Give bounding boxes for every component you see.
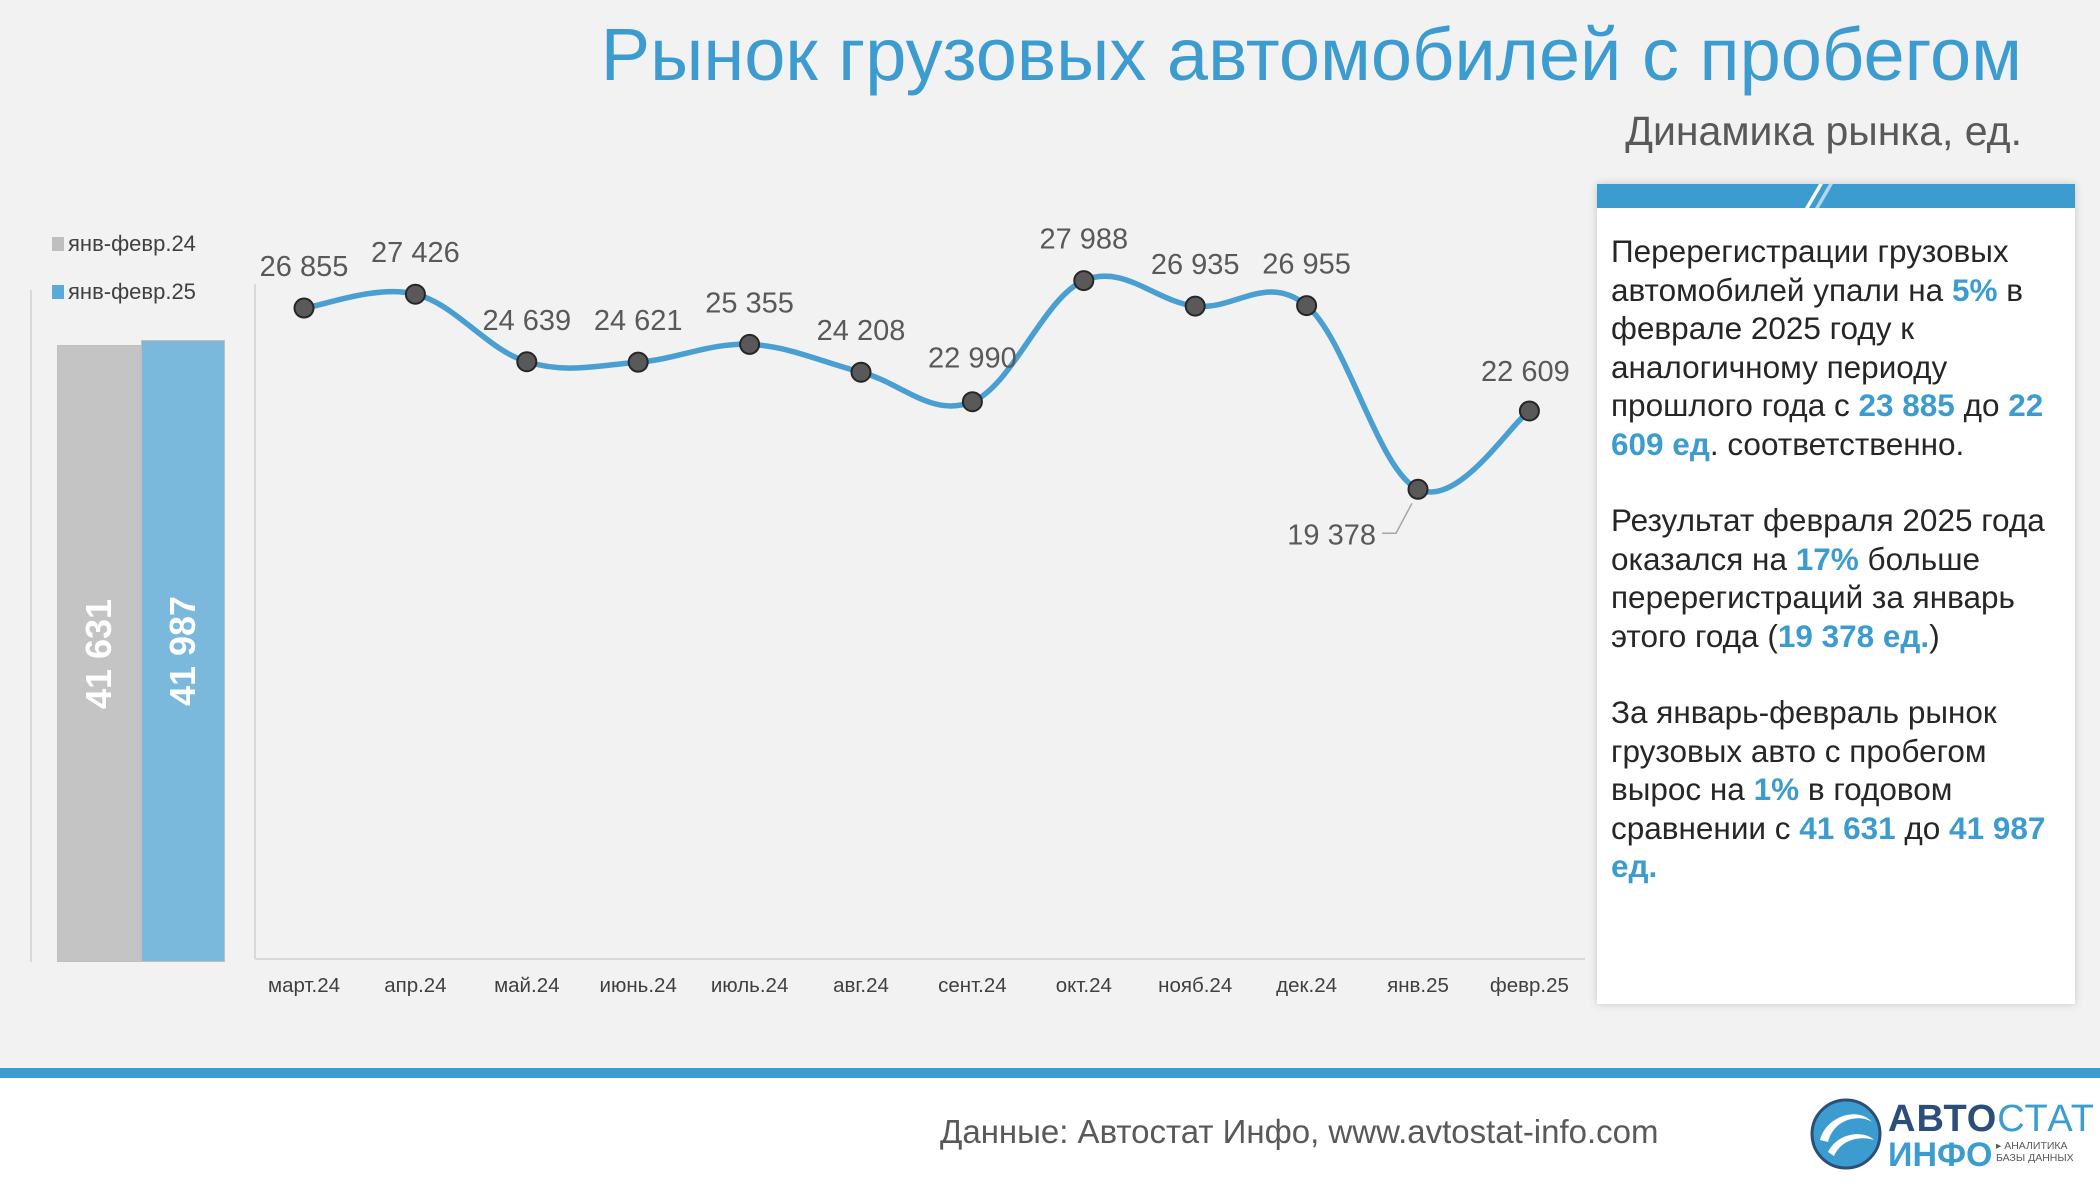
bar-chart: 41 631 41 987: [30, 290, 242, 962]
legend-item-2024: янв-февр.24: [52, 220, 196, 268]
commentary-header-band: [1597, 184, 2075, 208]
page-subtitle: Динамика рынка, ед.: [1625, 108, 2022, 154]
x-tick-label: окт.24: [1056, 974, 1112, 997]
source-note: Данные: Автостат Инфо, www.avtostat-info…: [940, 1113, 1659, 1150]
x-tick-label: сент.24: [938, 974, 1007, 997]
highlight-value: 41 631: [1799, 809, 1896, 846]
x-tick-label: нояб.24: [1158, 974, 1232, 997]
commentary-box: Перерегистрации грузовых автомобилей упа…: [1597, 184, 2075, 1004]
data-label: 27 426: [371, 237, 460, 269]
commentary-paragraph-1: Перерегистрации грузовых автомобилей упа…: [1611, 232, 2071, 463]
logo-text-light: СТАТ: [1997, 1098, 2095, 1140]
data-label: 24 621: [594, 305, 683, 337]
highlight-value: 17%: [1795, 540, 1859, 577]
data-point: [516, 351, 538, 373]
data-point: [404, 283, 426, 305]
data-point: [1184, 295, 1206, 317]
data-point: [627, 351, 649, 373]
data-label: 22 609: [1481, 356, 1570, 388]
data-point: [739, 333, 761, 355]
logo-wordmark-bottom: ИНФО: [1888, 1136, 1993, 1174]
legend-label-2025: янв-февр.25: [68, 279, 196, 304]
text-run: ): [1929, 617, 1940, 654]
text-run: в годовом сравнении с: [1611, 771, 1953, 846]
x-tick-label: февр.25: [1490, 974, 1569, 997]
x-tick-label: июнь.24: [600, 974, 677, 997]
logo-text-bold: АВТО: [1888, 1098, 1998, 1140]
logo-swirl-icon: [1810, 1098, 1882, 1170]
data-point: [850, 361, 872, 383]
commentary-paragraph-3: За январь-февраль рынок грузовых авто с …: [1611, 693, 2071, 886]
data-point: [1073, 270, 1095, 292]
logo-tagline: ▸ АНАЛИТИКА БАЗЫ ДАННЫХ: [1996, 1140, 2074, 1164]
logo-tag-line-1: ▸ АНАЛИТИКА: [1996, 1140, 2068, 1152]
x-tick-label: март.24: [268, 974, 340, 997]
text-run: до: [1895, 809, 1950, 846]
data-label: 26 855: [260, 251, 349, 283]
data-label: 26 955: [1262, 249, 1351, 281]
text-run: Перерегистрации грузовых автомобилей упа…: [1611, 233, 2009, 308]
legend-item-2025: янв-февр.25: [52, 268, 196, 316]
avtostat-logo: АВТОСТАТ ИНФО ▸ АНАЛИТИКА БАЗЫ ДАННЫХ: [1808, 1096, 2094, 1176]
commentary-text: Перерегистрации грузовых автомобилей упа…: [1611, 232, 2071, 924]
x-tick-label: июль.24: [711, 974, 789, 997]
legend-swatch-2024: [52, 237, 64, 251]
highlight-value: 22 609 ед: [1611, 387, 2044, 462]
text-run: до: [1954, 387, 2009, 423]
bar-jan-feb-25: 41 987: [141, 340, 225, 962]
data-label: 26 935: [1151, 249, 1240, 281]
x-tick-label: апр.24: [384, 974, 446, 997]
x-tick-label: дек.24: [1276, 974, 1337, 997]
highlight-value: 19 378 ед.: [1777, 617, 1930, 654]
data-point: [1518, 400, 1540, 422]
data-label: 24 208: [817, 315, 906, 347]
data-label: 24 639: [482, 305, 571, 337]
footer-stripe: [0, 1068, 2100, 1078]
text-run: Результат февраля 2025 года оказался на: [1611, 502, 2045, 577]
data-label: 19 378: [1287, 519, 1376, 551]
data-point: [1407, 478, 1429, 500]
logo-wordmark-top: АВТОСТАТ: [1888, 1098, 2095, 1141]
x-tick-label: янв.25: [1387, 974, 1449, 997]
data-point: [1296, 295, 1318, 317]
footer: [0, 1078, 2100, 1188]
highlight-value: 5%: [1951, 271, 1998, 308]
text-run: в феврале 2025 году к аналогичному перио…: [1611, 271, 2023, 424]
data-label: 27 988: [1039, 224, 1128, 256]
band-notch-icon: [1805, 184, 1833, 208]
data-point: [961, 391, 983, 413]
bar-chart-axis: [30, 290, 32, 962]
text-run: больше перерегистраций за январь этого г…: [1611, 540, 2015, 654]
commentary-paragraph-2: Результат февраля 2025 года оказался на …: [1611, 501, 2071, 655]
highlight-value: 1%: [1753, 771, 1800, 807]
x-tick-label: авг.24: [833, 974, 889, 997]
x-tick-label: май.24: [494, 974, 559, 997]
data-label-leader: [1382, 502, 1413, 535]
text-run: . соответственно.: [1709, 425, 1965, 462]
highlight-value: 41 987 ед.: [1611, 809, 2046, 885]
data-label: 25 355: [705, 287, 794, 319]
data-label: 22 990: [928, 343, 1017, 375]
highlight-value: 23 885: [1858, 387, 1955, 423]
text-run: За январь-февраль рынок грузовых авто с …: [1611, 694, 1997, 807]
legend-label-2024: янв-февр.24: [68, 231, 196, 256]
chart-legend: янв-февр.24 янв-февр.25: [52, 220, 196, 316]
logo-tag-line-2: БАЗЫ ДАННЫХ: [1996, 1152, 2074, 1164]
page-title: Рынок грузовых автомобилей с пробегом: [600, 13, 2022, 96]
legend-swatch-2025: [52, 285, 64, 299]
bar-jan-feb-24: 41 631: [57, 345, 141, 962]
data-point: [293, 297, 315, 319]
